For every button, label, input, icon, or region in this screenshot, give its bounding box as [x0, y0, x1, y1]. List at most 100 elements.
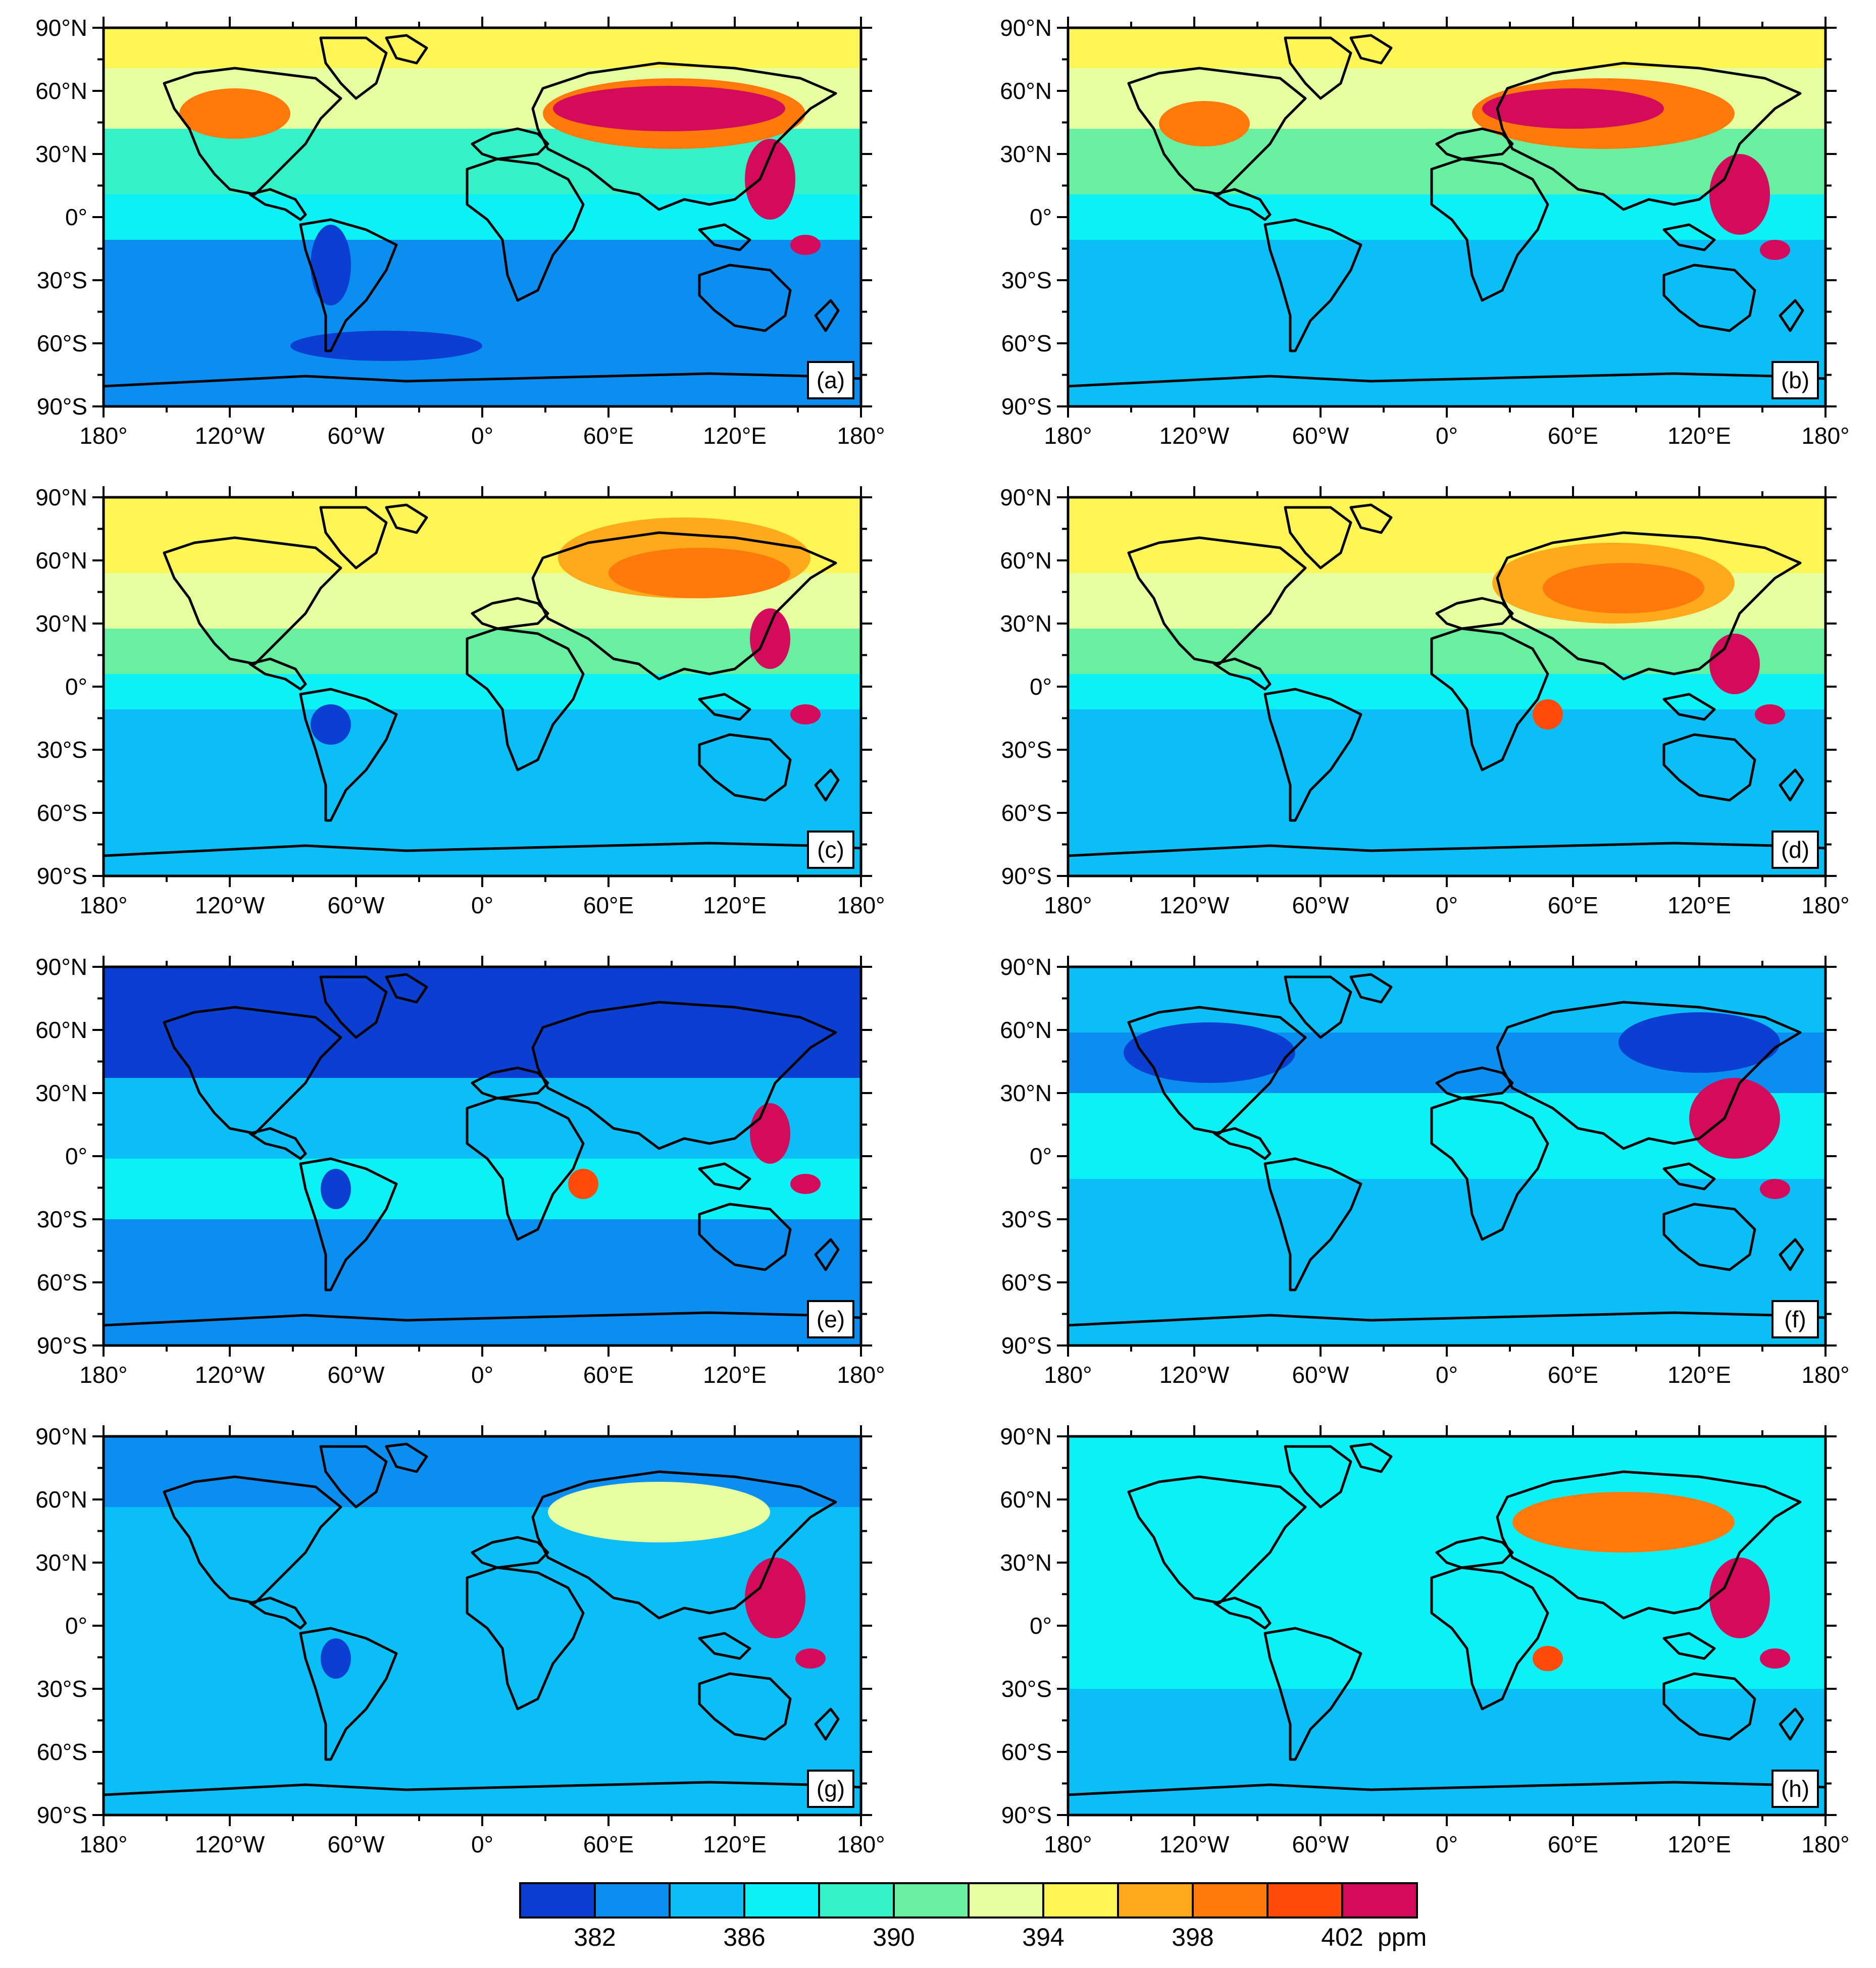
lat-tick-label: 30°S	[37, 267, 87, 293]
lon-tick-label: 180°	[79, 892, 127, 918]
lat-tick-label: 0°	[65, 1143, 87, 1169]
concentration-field	[104, 1436, 861, 1815]
lat-tick-label: 30°N	[1000, 1549, 1052, 1576]
lon-tick-label: 0°	[471, 1362, 493, 1388]
lon-tick-label: 180°	[1044, 1831, 1092, 1857]
concentration-field	[1068, 967, 1826, 1345]
lon-tick-label: 120°W	[195, 892, 265, 918]
colorbar-unit: ppm	[1378, 1923, 1427, 1951]
lat-tick-label: 0°	[1030, 674, 1052, 700]
lat-tick-label: 90°N	[35, 15, 87, 41]
lat-tick-label: 90°S	[37, 393, 87, 420]
panel-label: (b)	[1781, 367, 1809, 393]
lon-tick-label: 60°E	[1548, 423, 1598, 449]
lat-tick-label: 60°N	[1000, 1486, 1052, 1513]
lat-tick-label: 0°	[65, 204, 87, 230]
panel-label: (d)	[1781, 837, 1809, 863]
colorbar-swatch	[519, 1882, 596, 1919]
lat-tick-label: 90°N	[1000, 1423, 1052, 1449]
lon-tick-label: 0°	[1436, 423, 1458, 449]
lon-tick-label: 60°W	[328, 1362, 385, 1388]
lat-tick-label: 0°	[1030, 204, 1052, 230]
lat-tick-label: 60°S	[37, 1739, 87, 1765]
lon-tick-label: 180°	[1044, 423, 1092, 449]
lat-tick-label: 60°S	[1001, 330, 1052, 356]
lat-tick-label: 30°N	[1000, 1080, 1052, 1106]
lon-tick-label: 180°	[79, 1362, 127, 1388]
concentration-field	[1068, 497, 1826, 876]
lat-tick-label: 30°S	[37, 1676, 87, 1702]
concentration-field	[104, 28, 861, 406]
lon-tick-label: 120°E	[1667, 423, 1731, 449]
lon-tick-label: 180°	[1801, 1831, 1849, 1857]
lat-tick-label: 60°N	[35, 1017, 87, 1043]
lon-tick-label: 180°	[79, 423, 127, 449]
lat-tick-label: 60°N	[35, 547, 87, 574]
lat-tick-label: 90°S	[1001, 393, 1052, 420]
map-panel: 90°N 60°N 30°N 0° 30°S 60°S 90°S 180° 120°W 60°W 0…	[1000, 1423, 1849, 1857]
panel-label: (a)	[817, 367, 845, 393]
lon-tick-label: 180°	[1801, 1362, 1849, 1388]
lat-tick-label: 90°N	[35, 1423, 87, 1449]
map-panel: 90°N 60°N 30°N 0° 30°S 60°S 90°S 180° 120°W 60°W 0…	[35, 954, 885, 1388]
lon-tick-label: 180°	[79, 1831, 127, 1857]
map-panel: 90°N 60°N 30°N 0° 30°S 60°S 90°S 180° 120°W 60°W 0…	[35, 15, 885, 449]
colorbar-tick-label: 382	[574, 1923, 616, 1951]
lat-tick-label: 90°S	[37, 1802, 87, 1828]
colorbar-swatch	[1042, 1882, 1119, 1919]
lat-tick-label: 90°S	[37, 863, 87, 889]
lat-tick-label: 60°N	[1000, 78, 1052, 104]
colorbar-swatch	[1192, 1882, 1269, 1919]
lat-tick-label: 60°N	[35, 78, 87, 104]
lon-tick-label: 120°W	[195, 423, 265, 449]
lon-tick-label: 0°	[1436, 892, 1458, 918]
lon-tick-label: 60°E	[1548, 1362, 1598, 1388]
colorbar-tick-label: 394	[1022, 1923, 1064, 1951]
panel-label-box	[1771, 831, 1819, 869]
lon-tick-label: 120°W	[195, 1362, 265, 1388]
lat-tick-label: 90°N	[1000, 954, 1052, 980]
lat-tick-label: 60°S	[37, 800, 87, 826]
lon-tick-label: 120°E	[703, 1831, 767, 1857]
colorbar-swatch	[1341, 1882, 1418, 1919]
lon-tick-label: 120°E	[703, 892, 767, 918]
lat-tick-label: 30°S	[1001, 737, 1052, 763]
lon-tick-label: 0°	[471, 423, 493, 449]
lat-tick-label: 90°S	[1001, 1802, 1052, 1828]
lon-tick-label: 60°E	[583, 892, 634, 918]
lat-tick-label: 60°N	[1000, 1017, 1052, 1043]
panel-label: (e)	[817, 1306, 845, 1332]
colorbar-tick-label: 398	[1172, 1923, 1213, 1951]
lat-tick-label: 60°S	[1001, 1739, 1052, 1765]
lon-tick-label: 60°E	[1548, 892, 1598, 918]
lon-tick-label: 180°	[837, 1831, 885, 1857]
lon-tick-label: 0°	[1436, 1362, 1458, 1388]
colorbar: 382 386 390 394 398 402 ppm	[519, 1882, 1427, 1951]
lon-tick-label: 120°W	[195, 1831, 265, 1857]
lon-tick-label: 180°	[837, 892, 885, 918]
lon-tick-label: 120°E	[1667, 892, 1731, 918]
lat-tick-label: 90°N	[1000, 484, 1052, 510]
lat-tick-label: 30°N	[1000, 610, 1052, 637]
lat-tick-label: 30°N	[35, 610, 87, 637]
lat-tick-label: 90°N	[35, 484, 87, 510]
panel-label-box	[1771, 361, 1819, 399]
lon-tick-label: 180°	[1044, 892, 1092, 918]
lat-tick-label: 30°S	[37, 1206, 87, 1232]
lon-tick-label: 60°E	[583, 423, 634, 449]
lon-tick-label: 120°E	[703, 423, 767, 449]
lat-tick-label: 30°S	[1001, 1206, 1052, 1232]
colorbar-tick-label: 402	[1321, 1923, 1363, 1951]
lon-tick-label: 120°E	[703, 1362, 767, 1388]
colorbar-swatch	[893, 1882, 970, 1919]
lat-tick-label: 30°N	[35, 141, 87, 167]
concentration-field	[1068, 1436, 1826, 1815]
colorbar-swatch	[1266, 1882, 1343, 1919]
lat-tick-label: 90°S	[1001, 863, 1052, 889]
map-panel: 90°N 60°N 30°N 0° 30°S 60°S 90°S 180° 120°W 60°W 0…	[1000, 954, 1849, 1388]
lat-tick-label: 0°	[1030, 1143, 1052, 1169]
lon-tick-label: 60°W	[328, 892, 385, 918]
lat-tick-label: 60°N	[1000, 547, 1052, 574]
panel-label-box	[807, 831, 854, 869]
